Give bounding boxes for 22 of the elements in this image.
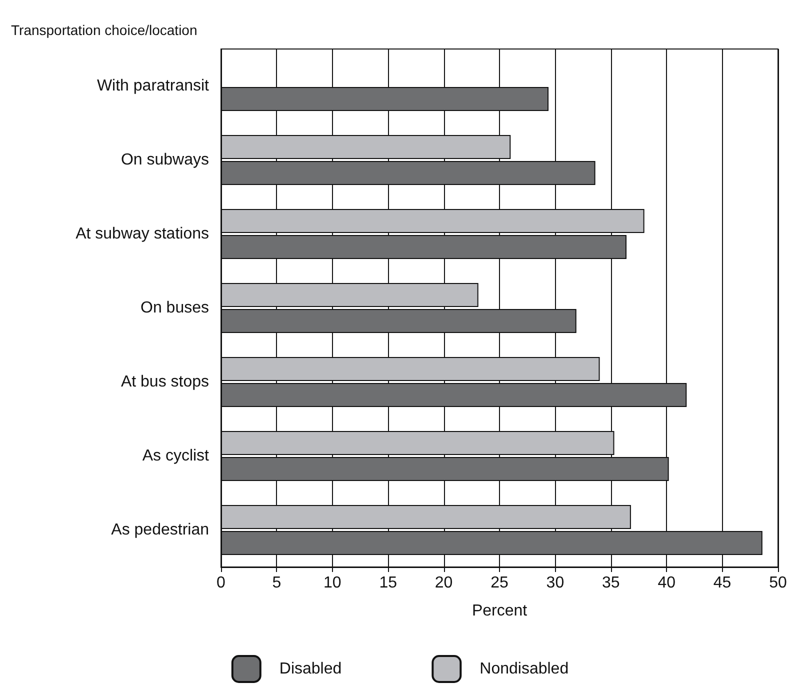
y-tick-label: On subways bbox=[120, 152, 209, 168]
legend-label: Disabled bbox=[279, 660, 342, 678]
x-tick-label: 5 bbox=[272, 574, 282, 592]
y-tick-label: At subway stations bbox=[76, 226, 209, 242]
x-tick-label: 15 bbox=[379, 574, 398, 592]
x-tick-label: 0 bbox=[216, 574, 226, 592]
x-axis-title: Percent bbox=[472, 602, 528, 620]
y-tick-label: As cyclist bbox=[142, 448, 210, 464]
x-tick-label: 25 bbox=[490, 574, 508, 592]
y-tick-label: As pedestrian bbox=[111, 522, 209, 538]
x-tick-label: 35 bbox=[602, 574, 620, 592]
x-tick-label: 40 bbox=[658, 574, 676, 592]
x-tick-label: 50 bbox=[769, 574, 787, 592]
x-tick-label: 30 bbox=[546, 574, 564, 592]
legend-label: Nondisabled bbox=[480, 660, 569, 678]
y-tick-label: At bus stops bbox=[120, 374, 209, 390]
y-tick-label: With paratransit bbox=[96, 78, 210, 94]
x-tick-label: 45 bbox=[713, 574, 732, 592]
y-axis-title: Transportation choice/location bbox=[11, 22, 198, 38]
y-tick-label: On buses bbox=[140, 300, 209, 316]
x-tick-label: 10 bbox=[324, 574, 342, 592]
x-tick-label: 20 bbox=[434, 574, 453, 592]
